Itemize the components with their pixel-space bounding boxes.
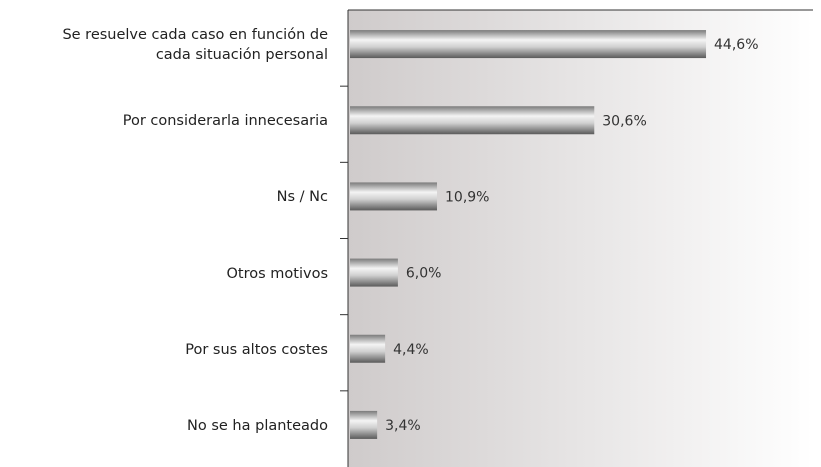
plot-area bbox=[348, 10, 813, 467]
bar bbox=[350, 334, 386, 363]
category-label: No se ha planteado bbox=[187, 417, 328, 434]
bar bbox=[350, 30, 707, 59]
bar bbox=[350, 410, 378, 439]
bar bbox=[350, 182, 438, 211]
value-label: 30,6% bbox=[602, 113, 646, 129]
category-label: Ns / Nc bbox=[276, 189, 328, 206]
value-label: 44,6% bbox=[714, 37, 758, 53]
category-label: Se resuelve cada caso en función de cada… bbox=[62, 27, 328, 64]
bar bbox=[350, 258, 398, 287]
category-label: Por sus altos costes bbox=[185, 341, 328, 358]
category-label: Otros motivos bbox=[226, 265, 329, 282]
category-label: Por considerarla innecesaria bbox=[122, 113, 328, 130]
value-label: 3,4% bbox=[385, 418, 421, 434]
value-label: 4,4% bbox=[393, 342, 429, 358]
value-label: 6,0% bbox=[406, 266, 442, 282]
value-label: 10,9% bbox=[445, 189, 489, 205]
bar bbox=[350, 106, 595, 135]
